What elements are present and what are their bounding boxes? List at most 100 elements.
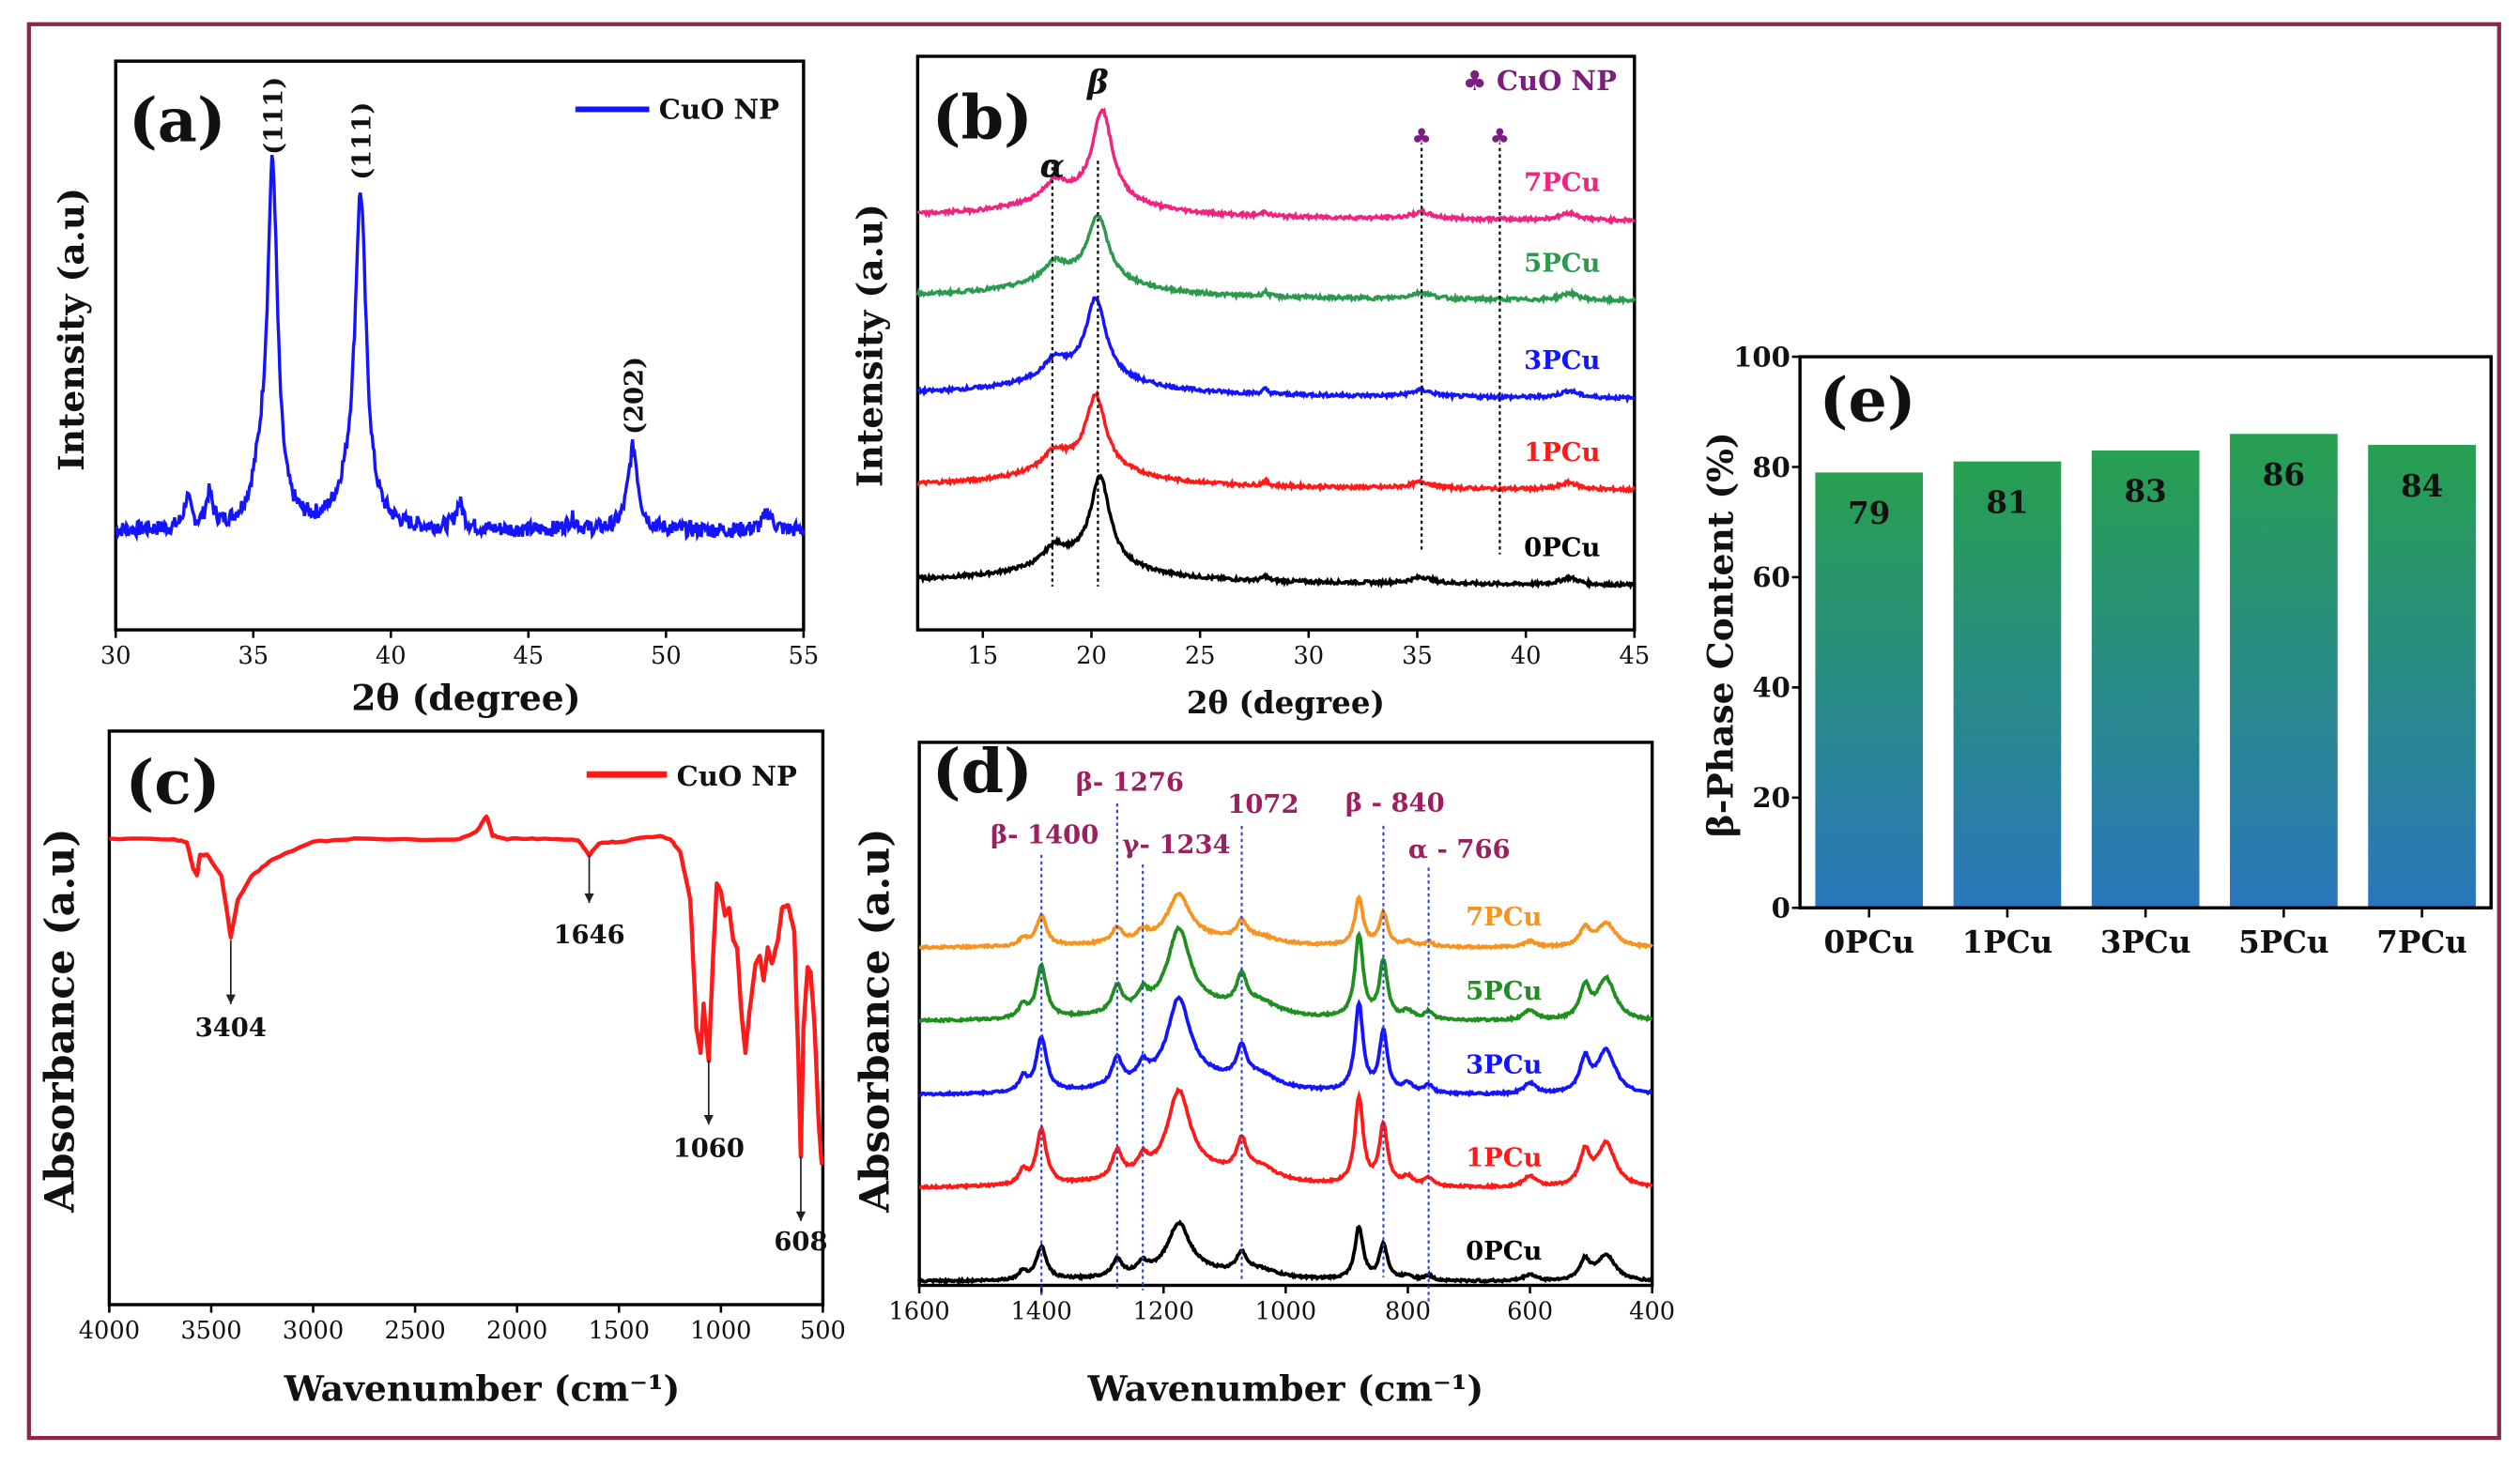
x-tick-label: 1PCu	[1962, 924, 2053, 960]
y-axis-label: β-Phase Content (%)	[1699, 432, 1741, 837]
y-axis-label: Absorbance (a.u)	[38, 828, 85, 1213]
legend-label: CuO NP	[659, 94, 779, 126]
bar-0pcu	[1815, 472, 1924, 909]
bar-5pcu	[2230, 434, 2338, 909]
x-tick-label: 5PCu	[2238, 924, 2329, 960]
x-tick-label: 15	[967, 642, 998, 670]
x-tick-label: 1000	[1255, 1297, 1316, 1325]
y-tick-label: 100	[1733, 341, 1790, 373]
series-line-1pcu	[918, 1086, 1653, 1191]
bar-value-label: 83	[2125, 473, 2167, 510]
x-tick-label: 55	[789, 642, 820, 670]
x-tick-label: 30	[100, 642, 131, 670]
series-line-cuo-np	[114, 154, 806, 542]
series-label: 7PCu	[1524, 168, 1600, 198]
series-line-7pcu	[916, 107, 1636, 225]
x-tick-label: 500	[800, 1317, 846, 1345]
y-axis-label: Intensity (a.u)	[51, 188, 92, 471]
panel-b: (b) Intensity (a.u) 2θ (degree) ♣ CuO NP…	[850, 54, 1651, 721]
bar-value-label: 79	[1848, 495, 1890, 531]
series-line-5pcu	[915, 213, 1636, 306]
x-tick-label: 1400	[1011, 1297, 1072, 1325]
x-tick-label: 0PCu	[1823, 924, 1914, 960]
x-tick-label: 1500	[589, 1317, 650, 1345]
series-line-0pcu	[918, 1219, 1653, 1285]
panel-label: (c)	[126, 747, 221, 818]
x-tick-label: 25	[1185, 642, 1216, 670]
band-annotation: 1072	[1227, 789, 1298, 819]
series-label: 7PCu	[1466, 902, 1542, 932]
band-annotation: β- 1276	[1076, 767, 1184, 797]
x-tick-label: 3000	[283, 1317, 344, 1345]
bar-value-label: 86	[2263, 456, 2305, 493]
x-tick-label: 45	[513, 642, 544, 670]
x-tick-label: 35	[1402, 642, 1433, 670]
panel-label: (a)	[129, 85, 226, 157]
series-line-1pcu	[916, 389, 1636, 495]
y-axis-label: Intensity (a.u)	[850, 204, 891, 487]
figure-border	[26, 22, 2501, 1441]
peak-annotation: 1646	[553, 920, 624, 950]
band-annotation: β- 1400	[991, 820, 1099, 850]
peak-annotation: (111)	[259, 77, 289, 155]
series-label: 3PCu	[1466, 1050, 1542, 1080]
x-tick-label: 3PCu	[2100, 924, 2191, 960]
x-tick-label: 20	[1076, 642, 1107, 670]
x-tick-label: 4000	[79, 1317, 140, 1345]
bar-value-label: 81	[1986, 483, 2028, 520]
series-line-3pcu	[918, 994, 1652, 1098]
x-axis-label: Wavenumber (cm⁻¹)	[1087, 1368, 1484, 1410]
x-tick-label: 400	[1629, 1297, 1675, 1325]
arrow-head-icon	[795, 1211, 807, 1222]
panel-a: (a) Intensity (a.u) 2θ (degree) CuO NP 3…	[51, 59, 820, 719]
x-tick-label: 3500	[180, 1317, 241, 1345]
legend-label: CuO NP	[677, 760, 797, 792]
y-axis-label: Absorbance (a.u)	[853, 828, 899, 1213]
y-tick-label: 60	[1752, 561, 1790, 593]
peak-annotation: (202)	[619, 357, 649, 435]
y-tick-label: 0	[1772, 892, 1790, 924]
x-tick-label: 45	[1620, 642, 1651, 670]
x-axis-label: Wavenumber (cm⁻¹)	[284, 1368, 681, 1410]
bar-value-label: 84	[2401, 467, 2443, 504]
panel-e: (e) β-Phase Content (%) 79 0PCu 81 1PCu 83 3P…	[1699, 341, 2493, 960]
plot-frame	[107, 729, 825, 1307]
band-annotation: α - 766	[1408, 834, 1511, 864]
x-tick-label: 40	[376, 642, 407, 670]
series-label: 5PCu	[1466, 976, 1542, 1006]
series-label: 5PCu	[1524, 248, 1600, 278]
y-tick-label: 80	[1752, 451, 1790, 483]
x-tick-label: 1600	[888, 1297, 949, 1325]
panel-c: (c) Absorbance (a.u) Wavenumber (cm⁻¹) C…	[38, 729, 846, 1410]
x-tick-label: 2000	[486, 1317, 547, 1345]
x-tick-label: 40	[1511, 642, 1542, 670]
arrow-head-icon	[703, 1115, 714, 1125]
reference-line-label: α	[1040, 147, 1065, 185]
x-tick-label: 30	[1293, 642, 1324, 670]
legend-label: ♣ CuO NP	[1463, 65, 1618, 97]
series-line-7pcu	[918, 892, 1653, 951]
series-line-3pcu	[916, 296, 1636, 405]
plot-frame	[915, 54, 1636, 632]
x-tick-label: 800	[1385, 1297, 1431, 1325]
bar-3pcu	[2091, 450, 2200, 909]
peak-annotation: 3404	[195, 1013, 267, 1043]
panel-label: (d)	[932, 736, 1033, 807]
panel-label: (b)	[932, 82, 1033, 153]
series-label: 1PCu	[1524, 437, 1600, 467]
reference-line-label: ♣	[1490, 124, 1510, 150]
x-tick-label: 2500	[384, 1317, 445, 1345]
y-tick-label: 40	[1752, 672, 1790, 704]
panel-d: (d) Absorbance (a.u) Wavenumber (cm⁻¹) 1…	[853, 736, 1676, 1410]
peak-annotation: (111)	[346, 102, 376, 180]
x-tick-label: 35	[238, 642, 269, 670]
arrow-head-icon	[584, 893, 594, 904]
band-annotation: γ- 1234	[1122, 830, 1230, 860]
series-label: 0PCu	[1524, 532, 1600, 562]
x-tick-label: 7PCu	[2376, 924, 2467, 960]
series-label: 1PCu	[1466, 1143, 1542, 1173]
reference-line-label: β	[1085, 64, 1109, 101]
peak-annotation: 608	[774, 1227, 827, 1257]
x-tick-label: 50	[651, 642, 682, 670]
